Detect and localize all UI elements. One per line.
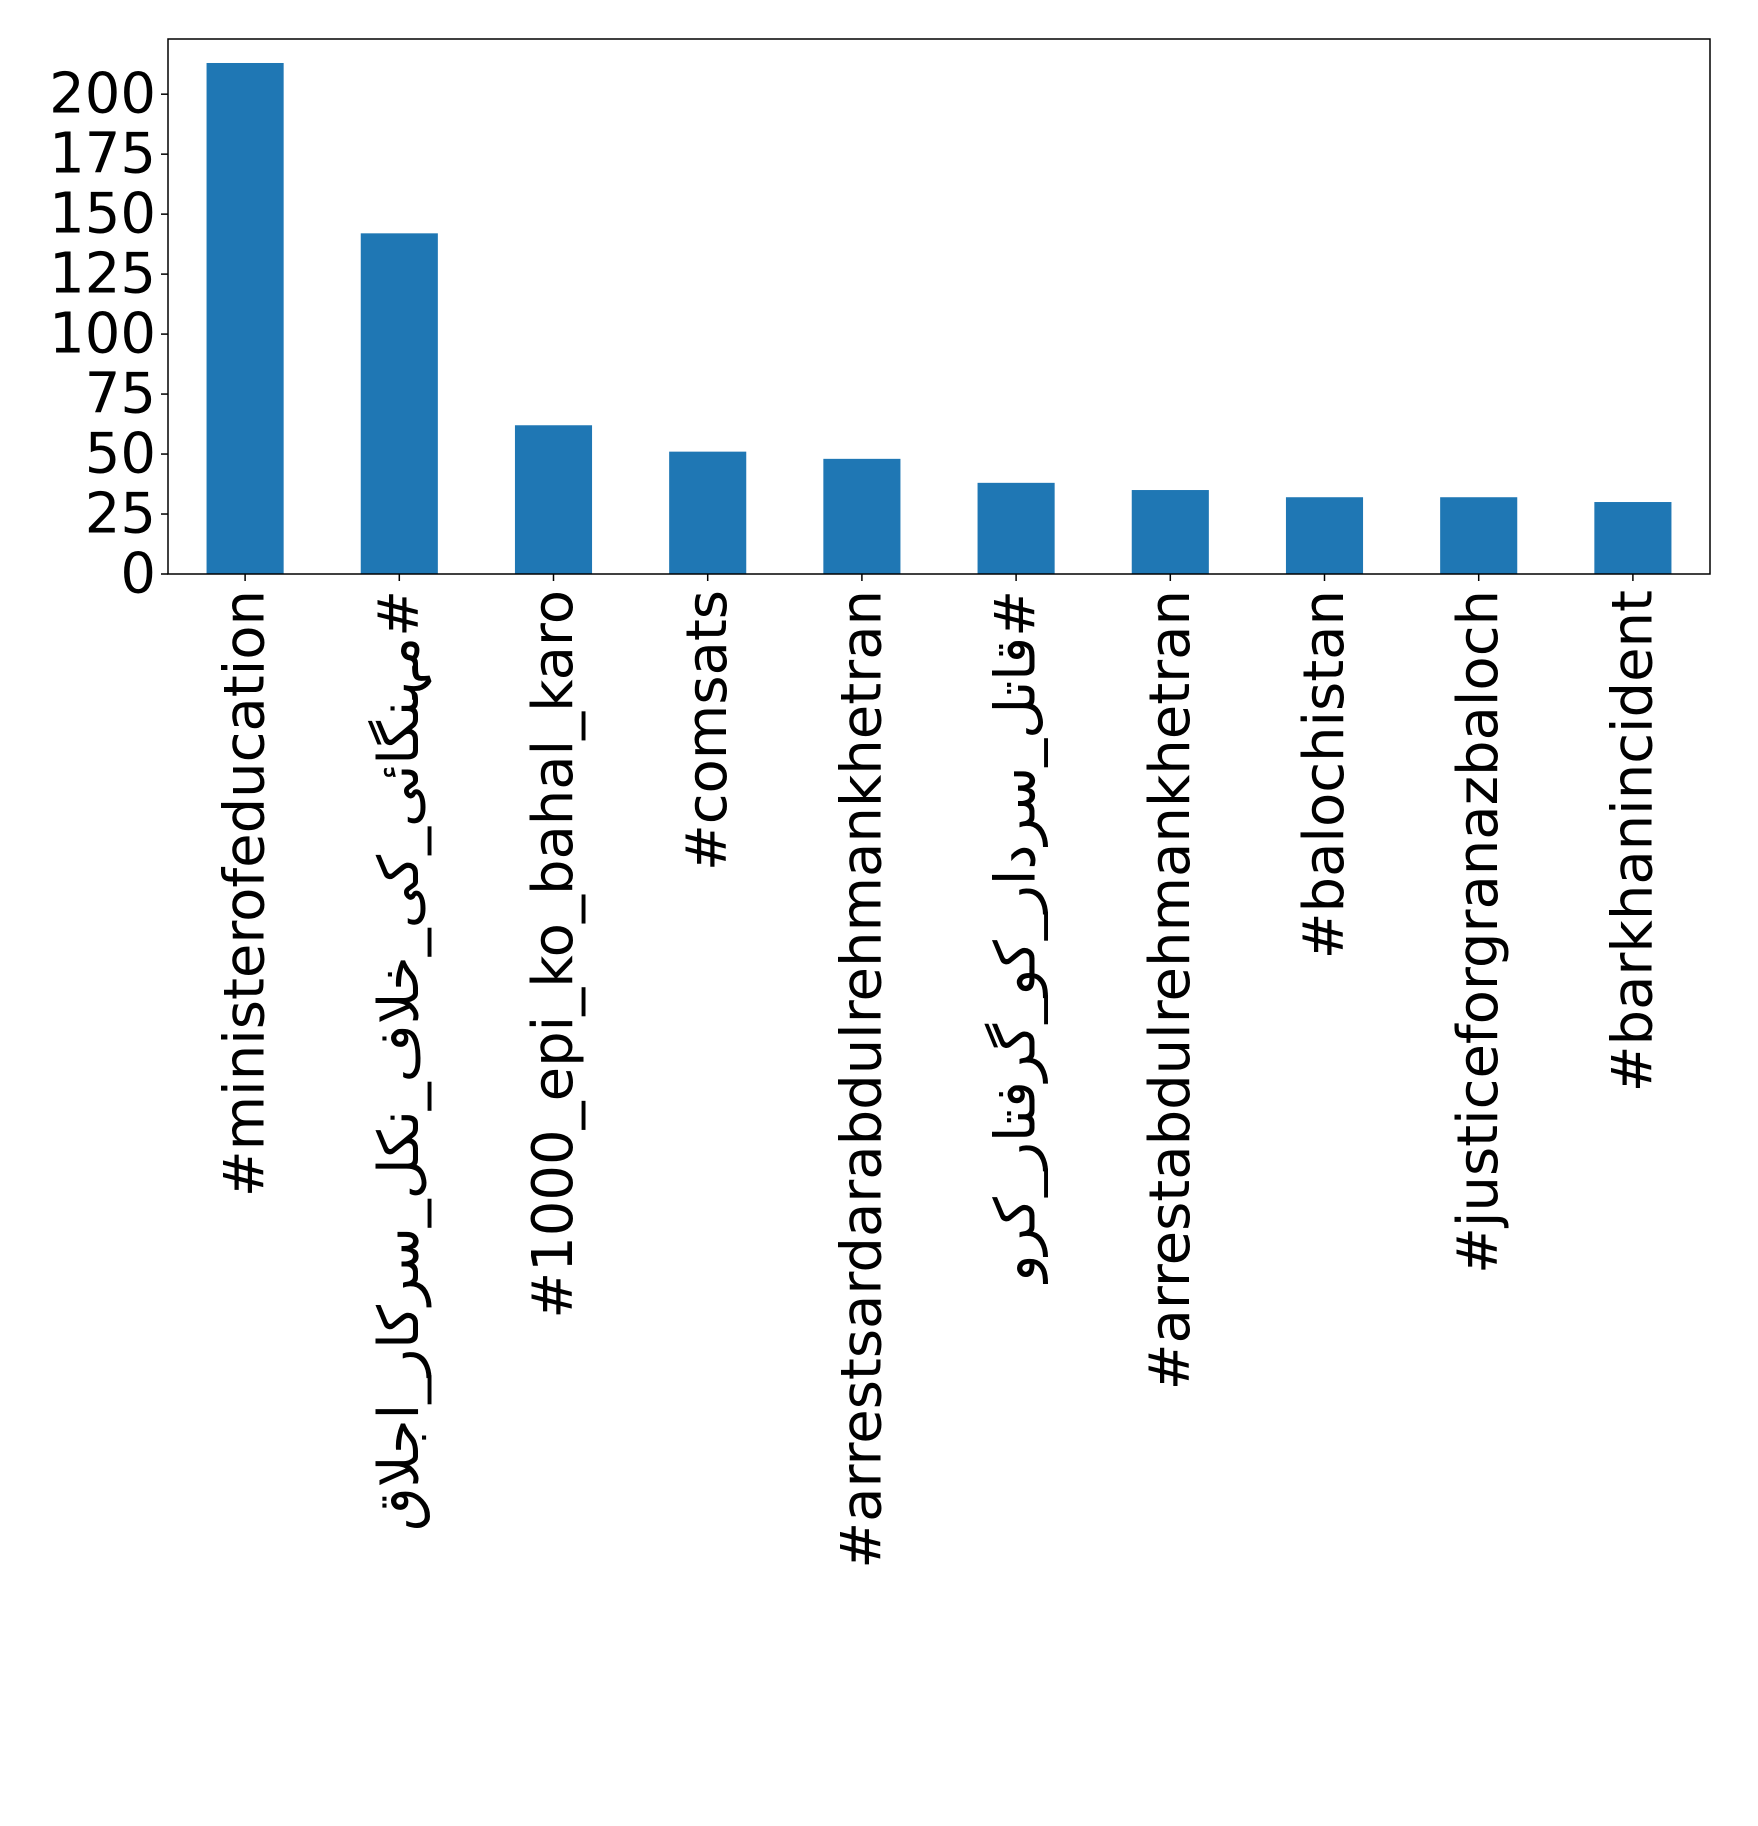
ytick-label-175: 175 [49,122,156,187]
xtick-label-5: #arrestsardarabdulrehmankhetran [829,590,894,1569]
xtick-label-10: #barkhanincident [1600,590,1665,1092]
ytick-label-50: 50 [85,422,156,487]
bar-7 [1131,490,1209,574]
bar-1 [206,62,284,575]
xtick-label-3: #1000_epi_ko_bahal_karo [521,590,586,1319]
plot-frame [167,38,1711,575]
bar-5 [823,458,901,574]
bars-layer [206,62,1672,575]
bar-6 [977,482,1055,574]
ytick-label-150: 150 [49,182,156,247]
ytick-label-75: 75 [85,362,156,427]
ytick-label-200: 200 [49,62,156,127]
ytick-label-25: 25 [85,482,156,547]
bar-4 [669,451,747,574]
xtick-label-8: #balochistan [1292,590,1357,959]
bar-3 [514,425,593,574]
xtick-label-2: #مہنگائی_کی_خلاف_نکل_سرکار_اجلاق [367,590,432,1531]
bar-2 [360,233,438,575]
xtick-label-4: #comsats [675,590,740,871]
ytick-label-100: 100 [49,302,156,367]
ytick-label-125: 125 [49,242,156,307]
xtick-label-7: #arrestabdulrehmankhetran [1138,590,1203,1390]
xtick-label-1: #ministerofeducation [213,590,278,1197]
xtick-label-9: #justiceforgranazbaloch [1446,590,1511,1274]
xtick-label-6: #قاتل_سردار_کو_گرفتار_کرو [984,590,1049,1285]
ytick-label-0: 0 [120,542,156,607]
x-axis: #ministerofeducation #مہنگائی_کی_خلاف_نکل… [213,574,1665,1569]
bar-10 [1594,502,1672,574]
bar-8 [1285,497,1364,574]
bar-9 [1440,497,1518,574]
